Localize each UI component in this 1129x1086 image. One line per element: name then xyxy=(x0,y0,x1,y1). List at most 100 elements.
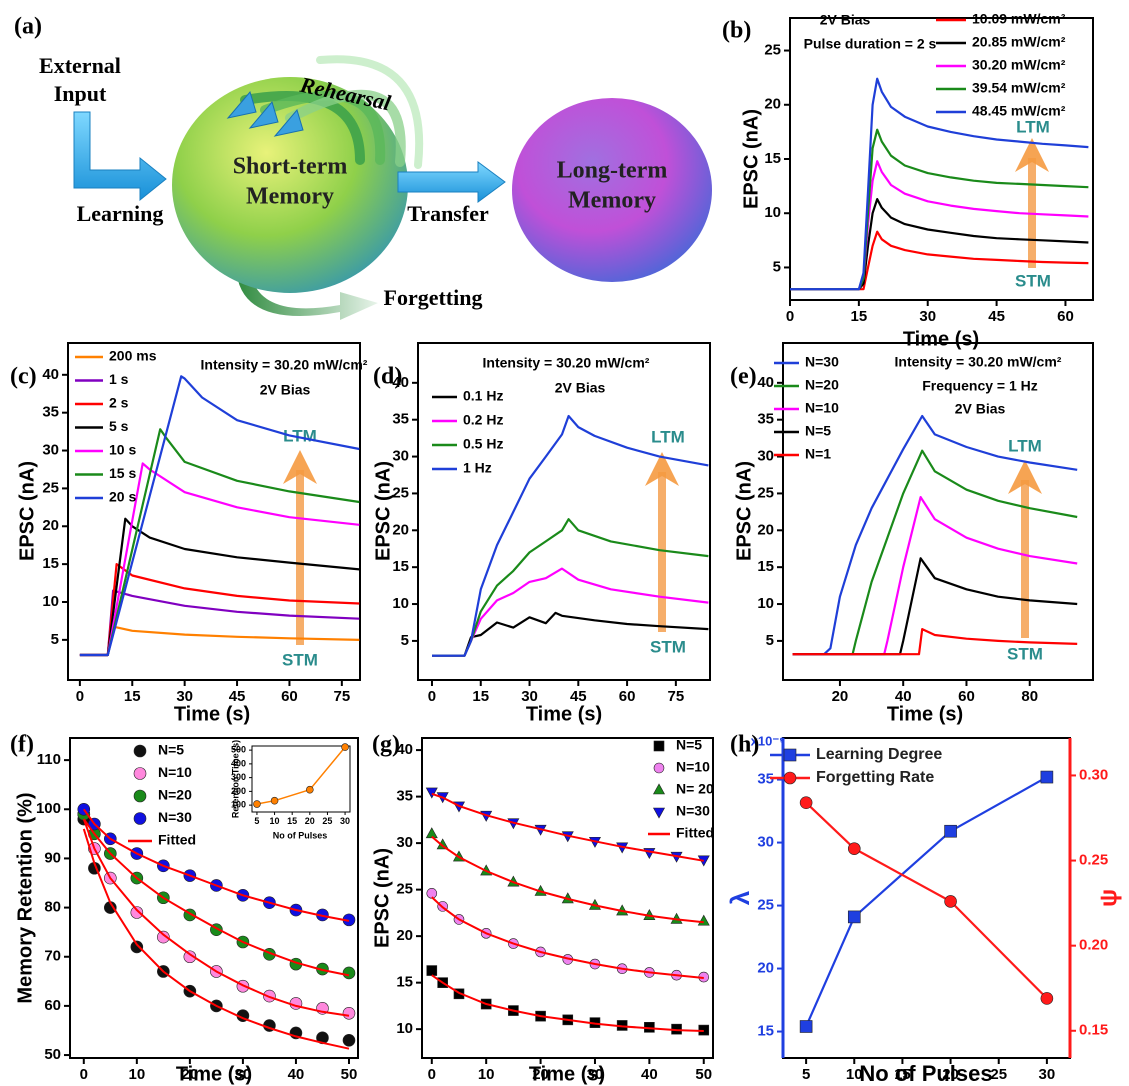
x-tick-label: 20 xyxy=(305,816,315,826)
data-point xyxy=(425,827,438,839)
legend-label: 5 s xyxy=(109,418,129,434)
x-tick-label: 0 xyxy=(428,688,436,705)
x-tick-label: 0 xyxy=(786,308,794,325)
y-tick-label: 15 xyxy=(764,150,781,167)
x-tick-label: 15 xyxy=(851,308,868,325)
y-tick-label: 110 xyxy=(37,751,61,768)
legend-label: 39.54 mW/cm² xyxy=(972,80,1066,96)
learning-arrow xyxy=(73,111,167,202)
data-point xyxy=(253,800,261,808)
y-tick-label: 70 xyxy=(44,948,61,965)
y2-tick-label: 0.25 xyxy=(1079,852,1108,869)
legend-label: 0.1 Hz xyxy=(463,388,503,404)
x-tick-label: 50 xyxy=(341,1066,358,1083)
plot-frame xyxy=(67,342,361,681)
annotation: STM xyxy=(282,650,318,669)
fit-line xyxy=(431,835,704,924)
legend-label: 1 s xyxy=(109,371,129,387)
legend-label: Forgetting Rate xyxy=(816,769,934,786)
legend-label: N=10 xyxy=(805,400,839,416)
legend-label: Fitted xyxy=(676,825,714,841)
edge-label: Learning xyxy=(77,201,164,226)
legend-label: Learning Degree xyxy=(816,746,942,763)
trend-arrow-head xyxy=(283,450,317,484)
y-tick-label: 25 xyxy=(396,881,413,898)
panel-label: (c) xyxy=(10,364,37,390)
x-tick-label: 0 xyxy=(76,688,84,705)
trend-arrow-head xyxy=(645,452,679,486)
x-tick-label: 45 xyxy=(229,688,246,705)
x-tick-label: 60 xyxy=(958,688,975,705)
legend-label: 2 s xyxy=(109,395,129,411)
fit-line xyxy=(82,828,350,1050)
y-tick-label: 15 xyxy=(392,558,409,575)
data-line xyxy=(792,449,1078,656)
x-tick-label: 20 xyxy=(532,1066,549,1083)
x-tick-label: 30 xyxy=(919,308,936,325)
y-tick-label: 30 xyxy=(757,834,774,851)
legend-marker xyxy=(653,762,665,774)
y-tick-label: 40 xyxy=(396,741,413,758)
x-tick-label: 75 xyxy=(668,688,685,705)
y-tick-label: 20 xyxy=(396,927,413,944)
annotation: LTM xyxy=(1016,117,1050,136)
y-tick-label: 10 xyxy=(757,595,774,612)
y-tick-label: 30 xyxy=(42,442,59,459)
panel-label: (f) xyxy=(10,732,34,758)
y-tick-label: 35 xyxy=(757,771,774,788)
y-tick-label: 25 xyxy=(757,897,774,914)
annotation: STM xyxy=(1015,271,1051,290)
legend-marker xyxy=(652,783,666,795)
legend-label: 200 ms xyxy=(109,348,157,364)
x-axis-label: No of Pulses xyxy=(859,1061,992,1086)
data-point xyxy=(157,930,170,944)
y-tick-label: 25 xyxy=(764,42,781,59)
diagram-a: (a) External Input Learning Short-term M… xyxy=(14,14,712,320)
data-point xyxy=(341,743,349,751)
data-point xyxy=(799,1020,813,1033)
x-tick-label: 20 xyxy=(832,688,849,705)
legend-label: 30.20 mW/cm² xyxy=(972,57,1066,73)
legend-marker xyxy=(783,771,797,785)
x-tick-label: 45 xyxy=(570,688,587,705)
legend-label: 10.09 mW/cm² xyxy=(972,11,1066,27)
x-axis-label: No of Pulses xyxy=(273,830,328,840)
y-tick-label: 80 xyxy=(44,899,61,916)
trend-arrow-head xyxy=(1008,460,1042,494)
data-point xyxy=(944,824,957,838)
trend-arrow xyxy=(296,470,304,645)
x-tick-label: 45 xyxy=(988,308,1005,325)
data-line xyxy=(805,776,1048,1027)
data-point xyxy=(799,796,813,809)
input-label: External xyxy=(39,53,121,78)
x-tick-label: 5 xyxy=(254,816,259,826)
rehearsal-arcs xyxy=(240,55,424,169)
y-tick-label: 100 xyxy=(36,800,61,817)
x-axis-label: Time (s) xyxy=(529,1063,605,1085)
data-point xyxy=(426,965,438,976)
y-tick-label: 25 xyxy=(757,484,774,501)
legend-marker xyxy=(133,767,147,780)
node-label: Short-term xyxy=(233,154,348,180)
y-tick-label: 60 xyxy=(44,997,61,1014)
x-tick-label: 15 xyxy=(894,1066,911,1083)
x-axis-label: Time (s) xyxy=(887,703,963,725)
data-line xyxy=(805,801,1048,1000)
legend-label: N=30 xyxy=(805,354,839,370)
data-point xyxy=(1040,770,1054,784)
x-tick-label: 20 xyxy=(182,1066,199,1083)
y-tick-label: 15 xyxy=(42,555,59,572)
y-tick-label: 400 xyxy=(231,758,246,768)
data-point xyxy=(425,787,438,799)
data-point xyxy=(130,940,144,954)
y2-tick-label: 0.20 xyxy=(1079,937,1108,954)
legend-label: Fitted xyxy=(158,832,196,848)
y-tick-label: 15 xyxy=(396,974,413,991)
panel-label: (e) xyxy=(730,364,757,390)
annotation: LTM xyxy=(283,426,317,445)
input-label: Input xyxy=(54,81,107,106)
legend-label: N=10 xyxy=(676,759,710,775)
data-point xyxy=(130,906,144,919)
x-tick-label: 80 xyxy=(1021,688,1038,705)
plot-frame xyxy=(69,737,359,1059)
